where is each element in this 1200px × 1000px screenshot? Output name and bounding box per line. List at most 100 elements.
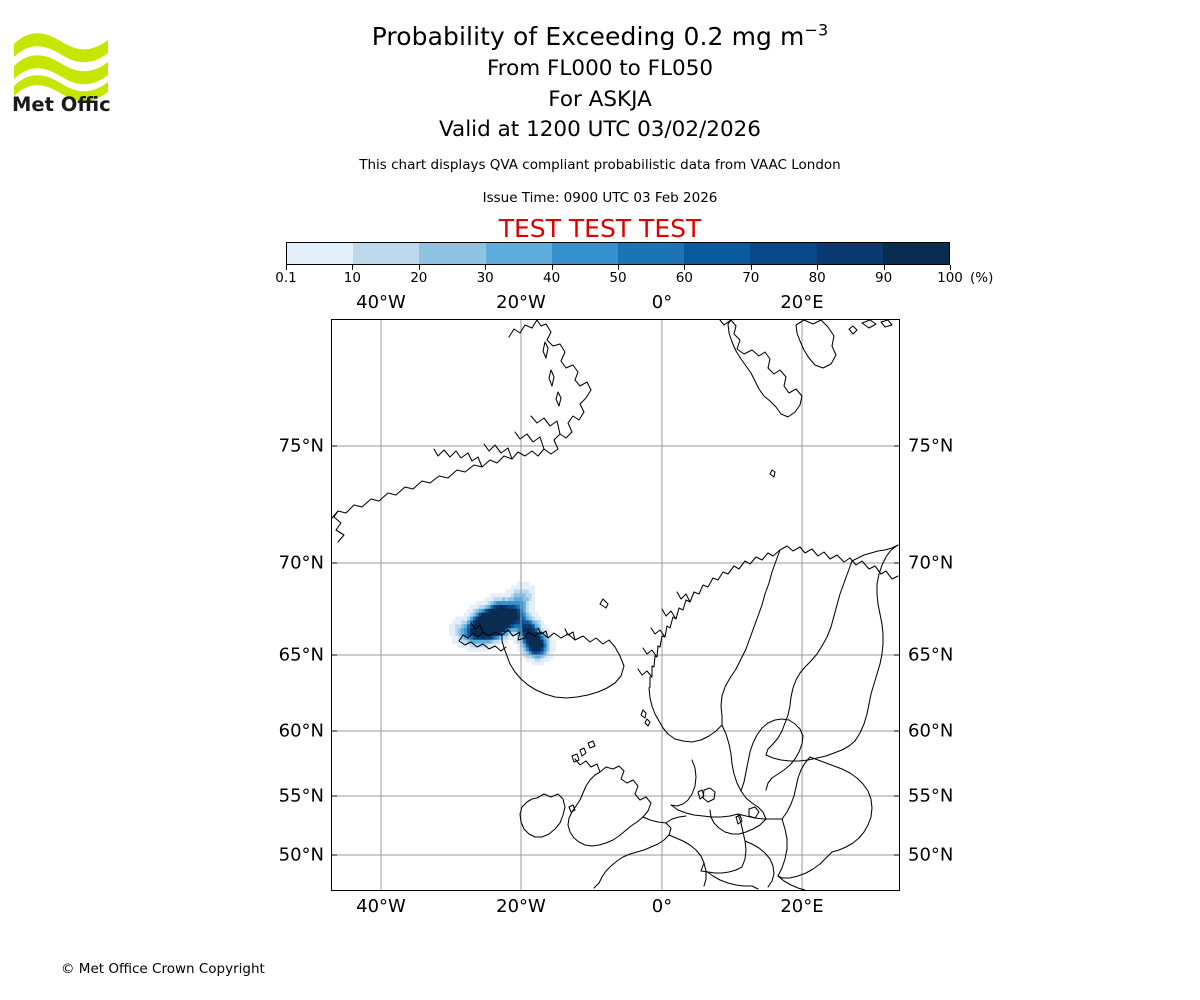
colorbar-tick-label-80: 80 — [808, 270, 826, 286]
plume-cell — [549, 647, 553, 652]
plume-cell — [502, 608, 506, 614]
plume-cell — [537, 643, 541, 648]
coast-greenland-inlet-b — [514, 431, 545, 450]
plume-cell — [481, 624, 485, 629]
plume-cell — [472, 604, 477, 610]
plume-cell — [534, 647, 539, 652]
plume-cell — [525, 647, 530, 652]
coast-italy-north — [751, 885, 759, 890]
plume-cell — [549, 639, 553, 644]
plume-cell — [466, 647, 471, 652]
plume-cell — [475, 620, 480, 625]
plume-cell — [493, 620, 497, 625]
plume-cell — [487, 612, 491, 617]
plume-cell — [534, 620, 539, 625]
lat-label-left-55°N: 55°N — [278, 785, 324, 807]
colorbar-segment-3 — [485, 243, 552, 264]
plume-cell — [475, 616, 480, 621]
plume-cell — [519, 612, 524, 617]
plume-cell — [487, 643, 491, 648]
plume-cell — [525, 624, 530, 629]
coast-svalbard-islet-1 — [848, 325, 858, 335]
border-hungary-slovakia — [777, 875, 806, 890]
plume-cell — [511, 612, 515, 617]
coast-svalbard-west — [719, 320, 732, 326]
colorbar-tick-3 — [485, 265, 487, 270]
plume-cell — [516, 632, 521, 637]
plume-cell — [543, 655, 547, 659]
plume-cell — [502, 597, 506, 602]
plume-cell — [472, 624, 477, 629]
lon-label-top-40°W: 40°W — [356, 292, 406, 313]
colorbar-tick-label-60: 60 — [675, 270, 693, 286]
lon-label-top-20°E: 20°E — [780, 292, 824, 313]
plume-cell — [478, 639, 483, 644]
colorbar-tick-10 — [950, 265, 951, 270]
plume-cell — [490, 620, 494, 625]
plume-cell — [458, 628, 462, 633]
coast-finland-north — [851, 544, 899, 562]
colorbar — [286, 242, 950, 265]
plume-cell — [481, 635, 485, 641]
plume-cell — [516, 639, 521, 644]
plume-cell — [528, 608, 533, 614]
plume-cell — [522, 589, 527, 594]
plume-cell — [508, 604, 512, 610]
page-title-exponent: −3 — [804, 20, 829, 40]
plume-cell — [514, 612, 518, 617]
plume-cell — [511, 608, 515, 614]
colorbar-tick-7 — [750, 265, 752, 270]
plume-cell — [516, 647, 521, 652]
plume-cell — [502, 612, 506, 617]
graticule-gridlines — [332, 320, 899, 890]
plume-cell — [519, 647, 524, 652]
coast-scotland-islands-1 — [579, 747, 587, 757]
plume-cell — [490, 635, 494, 641]
colorbar-tick-6 — [684, 265, 686, 270]
plume-cell — [516, 643, 521, 648]
plume-cell — [475, 639, 480, 644]
plume-cell — [452, 635, 456, 641]
plume-cell — [522, 655, 527, 659]
plume-cell — [496, 632, 500, 637]
plume-cell — [496, 624, 500, 629]
plume-cell — [449, 628, 453, 633]
plume-cell — [484, 635, 488, 641]
border-poland-east — [777, 818, 788, 877]
plume-cell — [505, 616, 509, 621]
plume-cell — [469, 620, 474, 625]
plume-cell — [481, 643, 485, 648]
plume-cell — [546, 643, 550, 648]
plume-cell — [478, 604, 483, 610]
plume-cell — [528, 635, 533, 641]
coast-sweden-east — [721, 724, 767, 820]
plume-cell — [537, 647, 541, 652]
plume-cell — [481, 647, 485, 652]
plume-cell — [514, 624, 518, 629]
plume-cell — [534, 624, 539, 629]
plume-cell — [464, 632, 468, 637]
plume-cell — [540, 651, 544, 656]
plume-cell — [514, 628, 518, 633]
plume-cell — [496, 597, 500, 602]
plume-cell — [543, 635, 547, 641]
plume-cell — [461, 620, 465, 625]
plume-cell — [546, 632, 550, 637]
map-plot-area[interactable] — [331, 319, 900, 891]
colorbar-tick-0 — [286, 265, 287, 270]
plume-cell — [469, 612, 474, 617]
colorbar-tick-label-70: 70 — [742, 270, 760, 286]
plume-cell — [534, 628, 539, 633]
plume-cell — [525, 585, 530, 590]
plume-cell — [464, 635, 468, 641]
plume-cell — [458, 624, 462, 629]
plume-cell — [484, 604, 488, 610]
plume-cell — [464, 643, 468, 648]
plume-cell — [508, 620, 512, 625]
plume-cell — [508, 635, 512, 641]
coast-norway-fjord-5 — [637, 668, 653, 678]
plume-cell — [522, 608, 527, 614]
plume-cell — [499, 635, 503, 641]
lat-label-left-50°N: 50°N — [278, 844, 324, 866]
plume-cell — [508, 632, 512, 637]
